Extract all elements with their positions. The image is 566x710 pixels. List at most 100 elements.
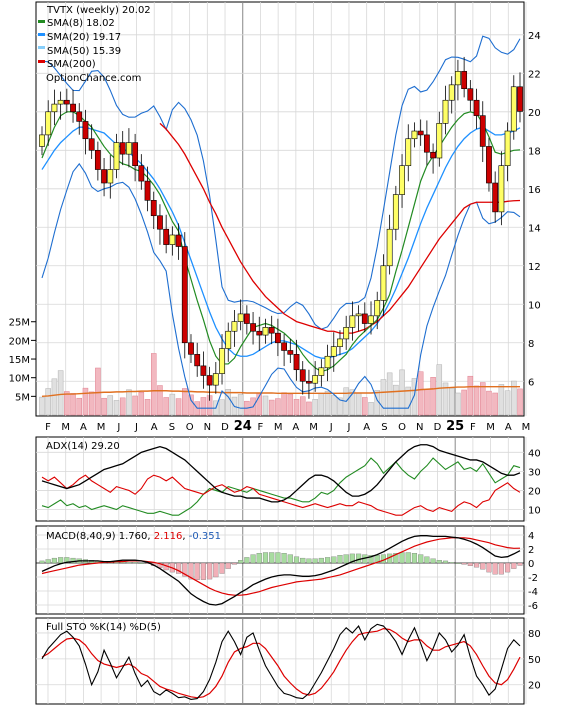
macd-histogram-bar [318,557,324,564]
candle-body [448,84,455,101]
volume-bar [157,385,163,416]
candle-body [436,123,443,159]
volume-bar [82,387,89,416]
volume-bar [51,378,58,416]
macd-histogram-bar [281,553,287,564]
macd-signal-line [41,537,521,596]
stoch-label: Full STO %K(14) %D(5) [46,622,161,633]
candle-body [504,130,511,166]
macd-histogram-bar [331,556,337,564]
x-tick-label: 25 [446,419,464,434]
candle-body [188,342,194,355]
band-upper-line [41,35,521,330]
x-tick-label: A [151,422,158,433]
macd-histogram-bar [449,562,455,564]
legend-swatch-sma20 [38,33,45,36]
volume-bar [411,378,418,416]
candle-body [225,330,232,349]
candle-body [473,99,480,116]
candle-body [312,375,319,384]
macd-histogram-bar [467,562,473,566]
macd-histogram-bar [393,553,399,564]
macd-label-main: MACD(8,40,9) 1.760, [46,531,154,542]
band-lower-line [41,162,521,409]
adx-line [41,444,521,503]
stoch-d-line [41,628,521,699]
candle-body [392,194,399,230]
price-tick-label: 12 [528,262,541,273]
macd-histogram-bar [399,552,405,564]
candle-body [150,200,157,217]
candle-body [169,234,176,245]
x-tick-label: A [363,422,370,433]
macd-histogram-bar [45,559,51,564]
macd-histogram-bar [505,562,511,573]
macd-tick-label: 4 [528,531,534,542]
price-tick-label: 6 [528,377,534,388]
legend-sma8: SMA(8) 18.02 [47,18,115,29]
candle-body [318,367,325,376]
candle-body [250,323,256,332]
macd-histogram-bar [343,554,349,564]
candle-body [355,313,362,317]
candle-body [324,355,331,369]
x-tick-label: M [97,422,106,433]
volume-bar [355,392,362,416]
candle-body [417,130,424,136]
macd-tick-label: 2 [528,545,534,556]
volume-bar [448,387,455,416]
candle-body [70,103,76,113]
x-tick-label: D [434,422,442,433]
price-tick-label: 20 [528,108,541,119]
x-tick-label: M [309,422,318,433]
macd-histogram-bar [250,554,256,564]
macd-histogram-bar [418,554,424,564]
volume-bar [405,386,412,416]
x-tick-label: J [329,422,333,433]
volume-bar [150,353,157,416]
volume-bar [275,398,281,416]
volume-bar [424,389,430,416]
candle-body [361,313,368,324]
x-tick-label: N [204,422,211,433]
macd-histogram-bar [262,552,269,564]
x-tick-label: N [416,422,423,433]
volume-bar [511,380,517,416]
candle-body [368,315,374,324]
macd-histogram-bar [498,562,504,575]
volume-tick-label: 20M [9,336,30,347]
x-tick-label: S [381,422,387,433]
macd-histogram-bar [256,553,262,564]
candle-body [274,332,281,344]
macd-histogram-bar [511,562,517,569]
volume-bar [281,392,287,416]
price-tick-label: 18 [528,146,541,157]
macd-histogram-bar [374,555,380,564]
adx-label: ADX(14) 29.20 [46,441,120,452]
candle-body [39,134,45,147]
candle-body [287,350,294,355]
macd-histogram-bar [126,562,132,564]
candle-body [299,369,306,382]
legend: TVTX (weekly) 20.02 SMA(8) 18.02 SMA(20)… [38,5,151,84]
macd-histogram-bar [455,562,461,564]
volume-bar [219,399,225,416]
indicator-lines [39,444,523,700]
price-candles [39,56,523,401]
macd-histogram-bar [492,562,498,575]
macd-histogram-bar [138,562,144,564]
x-tick-label: J [134,422,138,433]
volume-bar [169,393,176,416]
adx-tick-label: 30 [528,467,541,478]
macd-histogram-bar [176,562,182,574]
candle-body [132,142,139,166]
macd-histogram-bar [436,560,442,564]
candle-body [256,330,263,336]
candle-body [101,169,107,184]
candle-body [374,300,381,317]
candle-body [181,246,188,344]
candle-body [343,327,350,340]
macd-histogram-bar [473,562,480,568]
